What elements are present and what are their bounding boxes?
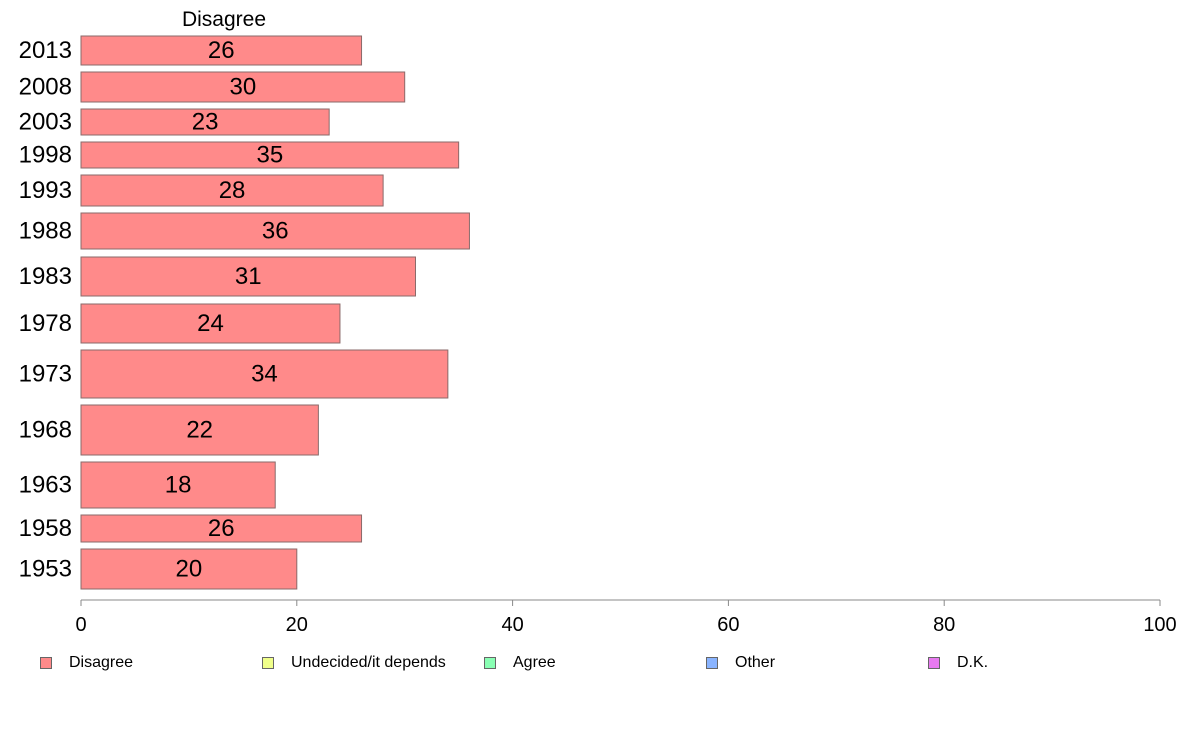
category-label-1973: 1973 <box>19 361 72 388</box>
bar-1963 <box>80 461 276 509</box>
bar-1988 <box>80 212 470 250</box>
value-label-1963: 18 <box>165 472 192 499</box>
bar-1973 <box>80 349 449 399</box>
bar-1953 <box>80 548 298 590</box>
legend-label: Undecided/it depends <box>291 654 446 671</box>
legend-item-2: Agree <box>484 652 556 674</box>
bar-chart: Disagree 2013 26 2008 30 2003 23 1998 35 1993 28 1… <box>19 8 1177 636</box>
category-label-1983: 1983 <box>19 263 72 290</box>
bar-1968 <box>80 404 319 456</box>
legend-swatch <box>262 657 274 669</box>
value-label-1988: 36 <box>262 218 289 245</box>
category-label-1963: 1963 <box>19 472 72 499</box>
legend-label: Other <box>735 654 776 671</box>
bar-2003 <box>80 108 330 136</box>
value-label-1998: 35 <box>256 142 283 169</box>
bar-2008 <box>80 71 406 103</box>
category-label-2008: 2008 <box>19 74 72 101</box>
category-label-2003: 2003 <box>19 109 72 136</box>
category-label-1993: 1993 <box>19 177 72 204</box>
value-label-1978: 24 <box>197 310 224 337</box>
value-label-1968: 22 <box>186 417 213 444</box>
category-label-1998: 1998 <box>19 142 72 169</box>
category-label-1953: 1953 <box>19 556 72 583</box>
legend-item-4: D.K. <box>928 652 988 674</box>
x-tick-label-80: 80 <box>933 614 955 636</box>
legend-swatch <box>484 657 496 669</box>
value-label-2003: 23 <box>192 109 219 136</box>
bar-1983 <box>80 256 416 297</box>
bar-1958 <box>80 514 363 543</box>
bars-group: 2013 26 2008 30 2003 23 1998 35 1993 28 1988 36 1983… <box>19 35 470 590</box>
legend-swatch <box>40 657 52 669</box>
bar-1993 <box>80 174 384 207</box>
category-label-2013: 2013 <box>19 37 72 64</box>
value-label-1993: 28 <box>219 177 246 204</box>
x-tick-label-60: 60 <box>717 614 739 636</box>
value-label-2013: 26 <box>208 37 235 64</box>
legend-item-1: Undecided/it depends <box>262 652 446 674</box>
category-label-1968: 1968 <box>19 417 72 444</box>
bar-2013 <box>80 35 363 66</box>
category-label-1988: 1988 <box>19 218 72 245</box>
value-label-1983: 31 <box>235 263 262 290</box>
bar-1998 <box>80 141 460 169</box>
category-label-1978: 1978 <box>19 310 72 337</box>
legend-label: Disagree <box>69 654 134 671</box>
x-tick-label-100: 100 <box>1143 614 1176 636</box>
legend: Disagree Undecided/it depends Agree Other D.… <box>0 652 1188 674</box>
x-axis: 0 20 40 60 80 100 <box>75 599 1177 636</box>
x-tick-label-40: 40 <box>501 614 523 636</box>
legend-swatch <box>706 657 718 669</box>
x-tick-label-20: 20 <box>286 614 308 636</box>
chart-title: Disagree <box>182 8 266 31</box>
x-tick-label-0: 0 <box>75 614 86 636</box>
value-label-1973: 34 <box>251 361 278 388</box>
legend-label: Agree <box>513 654 556 671</box>
value-label-1958: 26 <box>208 515 235 542</box>
value-label-2008: 30 <box>229 74 256 101</box>
bar-1978 <box>80 303 341 344</box>
category-label-1958: 1958 <box>19 515 72 542</box>
legend-item-3: Other <box>706 652 775 674</box>
legend-label: D.K. <box>957 654 989 671</box>
legend-item-0: Disagree <box>40 652 133 674</box>
legend-swatch <box>928 657 940 669</box>
value-label-1953: 20 <box>176 556 203 583</box>
